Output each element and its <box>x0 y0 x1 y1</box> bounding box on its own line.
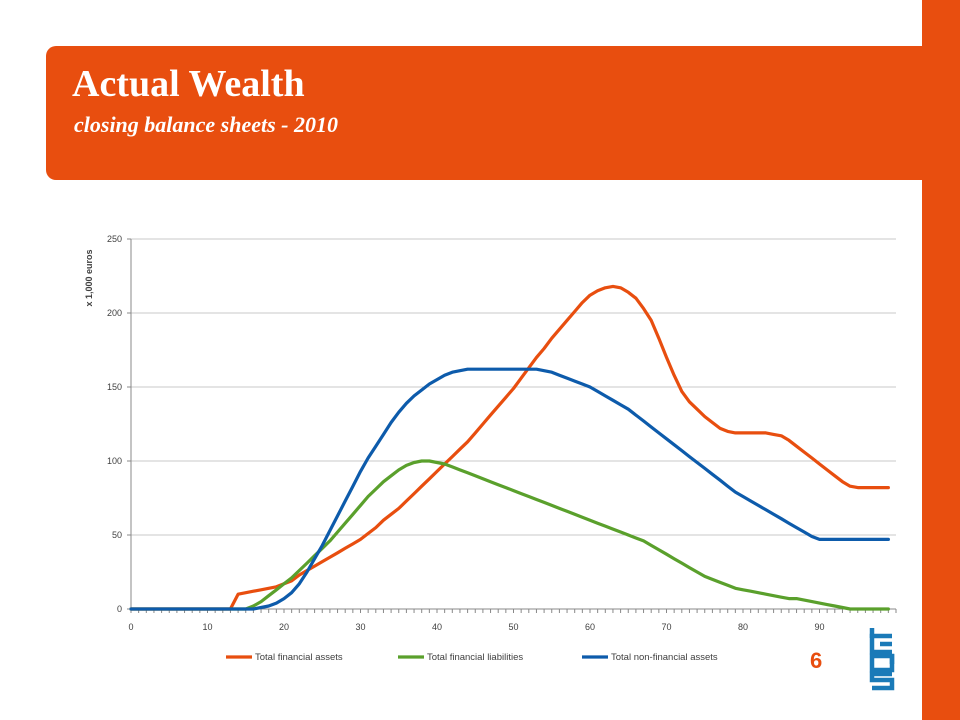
series-line-total-non-financial-assets <box>129 367 891 611</box>
y-tick-label: 150 <box>107 382 122 392</box>
x-tick-label: 10 <box>202 622 212 632</box>
x-tick-label: 20 <box>279 622 289 632</box>
title-banner <box>46 46 922 180</box>
cbs-logo-icon <box>869 628 895 691</box>
x-tick-label: 40 <box>432 622 442 632</box>
legend-entry: Total non-financial assets <box>582 652 718 663</box>
legend-label: Total financial liabilities <box>427 652 523 663</box>
y-axis-label: x 1,000 euros <box>84 249 94 306</box>
right-accent-band <box>922 0 960 720</box>
x-tick-label: 70 <box>661 622 671 632</box>
series-lines <box>129 284 891 611</box>
x-tick-label: 60 <box>585 622 595 632</box>
legend-label: Total financial assets <box>255 652 343 663</box>
axes: 0 50 100 150 200 250 0 10 20 30 40 50 60 70 80 90 <box>107 234 897 632</box>
slide-subtitle: closing balance sheets - 2010 <box>74 112 338 137</box>
x-tick-label: 90 <box>814 622 824 632</box>
page-number: 6 <box>810 648 823 673</box>
legend-label: Total non-financial assets <box>611 652 718 663</box>
series-line-total-financial-assets <box>129 284 891 611</box>
x-tick-label: 80 <box>738 622 748 632</box>
y-tick-label: 200 <box>107 308 122 318</box>
cbs-logo <box>850 620 922 692</box>
y-tick-label: 250 <box>107 234 122 244</box>
x-tick-label: 0 <box>128 622 133 632</box>
y-tick-label: 0 <box>117 604 122 614</box>
legend-entry: Total financial assets <box>226 652 343 663</box>
y-tick-label: 50 <box>112 530 122 540</box>
legend: Total financial assets Total financial li… <box>226 652 718 663</box>
legend-entry: Total financial liabilities <box>398 652 523 663</box>
gridlines <box>131 238 896 536</box>
slide-title: Actual Wealth <box>72 63 305 105</box>
y-tick-label: 100 <box>107 456 122 466</box>
x-tick-label: 30 <box>355 622 365 632</box>
x-tick-label: 50 <box>508 622 518 632</box>
